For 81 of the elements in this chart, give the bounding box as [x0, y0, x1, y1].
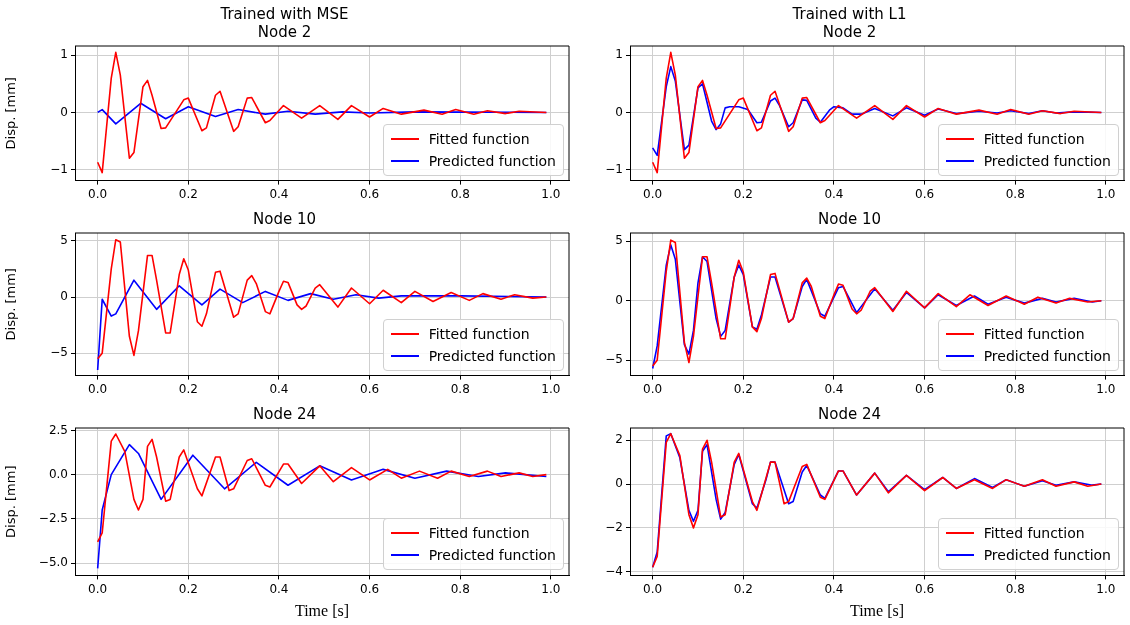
x-tick-label: 0.6: [360, 581, 380, 596]
x-tick-label: 0.2: [733, 581, 753, 596]
x-tick-label: 0.0: [88, 381, 108, 396]
y-tick-label: −1: [50, 161, 68, 176]
legend-label: Predicted function: [428, 347, 556, 364]
x-tick-label: 0.8: [1005, 581, 1025, 596]
x-tick-label: 0.4: [824, 581, 844, 596]
x-tick-label: 1.0: [1096, 581, 1116, 596]
x-tick-label: 0.8: [1005, 186, 1025, 201]
y-tick-label: 2: [615, 432, 623, 447]
x-tick-label: 1.0: [1096, 381, 1116, 396]
x-tick-label: 0.2: [178, 381, 198, 396]
y-axis-title: Disp. [mm]: [3, 465, 19, 538]
legend-label: Fitted function: [428, 525, 530, 542]
y-tick-label: −4: [605, 563, 623, 578]
x-tick-label: 0.4: [269, 381, 289, 396]
legend-label: Predicted function: [983, 547, 1111, 564]
y-tick-label: −5: [605, 352, 623, 367]
chart-title: Node 24: [252, 404, 317, 423]
chart-title: Trained with L1: [791, 4, 907, 23]
chart-title: Node 10: [817, 209, 882, 228]
y-tick-label: 0: [615, 476, 623, 491]
y-tick-label: 5: [60, 232, 68, 247]
y-tick-label: −5.0: [38, 555, 68, 570]
x-tick-label: 0.2: [733, 381, 753, 396]
x-tick-label: 1.0: [541, 581, 561, 596]
y-tick-label: 0.0: [48, 466, 68, 481]
y-tick-label: −5: [50, 345, 68, 360]
x-tick-label: 0.6: [915, 381, 935, 396]
x-tick-label: 0.6: [915, 186, 935, 201]
legend-label: Fitted function: [983, 130, 1085, 147]
x-axis-title: Time [s]: [294, 601, 350, 619]
x-tick-label: 0.4: [824, 381, 844, 396]
y-tick-label: 0: [615, 292, 623, 307]
x-axis-title: Time [s]: [849, 601, 905, 619]
x-tick-label: 0.0: [88, 186, 108, 201]
x-tick-label: 0.8: [1005, 381, 1025, 396]
chart-subtitle: Node 2: [822, 22, 877, 41]
x-tick-label: 0.4: [269, 186, 289, 201]
x-tick-label: 0.8: [450, 381, 470, 396]
chart-title: Node 24: [817, 404, 882, 423]
legend-label: Predicted function: [983, 152, 1111, 169]
x-tick-label: 0.6: [915, 581, 935, 596]
y-tick-label: 1: [60, 47, 68, 62]
legend-label: Fitted function: [983, 325, 1085, 342]
legend-label: Fitted function: [983, 525, 1085, 542]
legend-label: Predicted function: [428, 152, 556, 169]
x-tick-label: 1.0: [1096, 186, 1116, 201]
chart-title: Node 10: [252, 209, 317, 228]
legend-label: Fitted function: [428, 325, 530, 342]
x-tick-label: 0.0: [643, 381, 663, 396]
legend-label: Predicted function: [983, 347, 1111, 364]
y-axis-title: Disp. [mm]: [3, 268, 19, 341]
x-tick-label: 1.0: [541, 186, 561, 201]
x-tick-label: 0.2: [733, 186, 753, 201]
y-tick-label: 1: [615, 47, 623, 62]
y-tick-label: −1: [605, 161, 623, 176]
x-tick-label: 1.0: [541, 381, 561, 396]
legend-label: Fitted function: [428, 130, 530, 147]
x-tick-label: 0.4: [824, 186, 844, 201]
x-tick-label: 0.8: [450, 186, 470, 201]
legend-label: Predicted function: [428, 547, 556, 564]
x-tick-label: 0.6: [360, 186, 380, 201]
x-tick-label: 0.0: [643, 186, 663, 201]
x-tick-label: 0.0: [88, 581, 108, 596]
chart-subtitle: Node 2: [257, 22, 312, 41]
x-tick-label: 0.4: [269, 581, 289, 596]
x-tick-label: 0.2: [178, 186, 198, 201]
y-axis-title: Disp. [mm]: [3, 77, 19, 150]
y-tick-label: 0: [615, 104, 623, 119]
y-tick-label: 0: [60, 289, 68, 304]
x-tick-label: 0.6: [360, 381, 380, 396]
y-tick-label: 0: [60, 104, 68, 119]
x-tick-label: 0.0: [643, 581, 663, 596]
chart-title: Trained with MSE: [219, 4, 349, 23]
y-tick-label: −2.5: [38, 510, 68, 525]
y-tick-label: −2: [605, 520, 623, 534]
x-tick-label: 0.2: [178, 581, 198, 596]
y-tick-label: 5: [615, 233, 623, 248]
y-tick-label: 2.5: [48, 422, 68, 437]
x-tick-label: 0.8: [450, 581, 470, 596]
